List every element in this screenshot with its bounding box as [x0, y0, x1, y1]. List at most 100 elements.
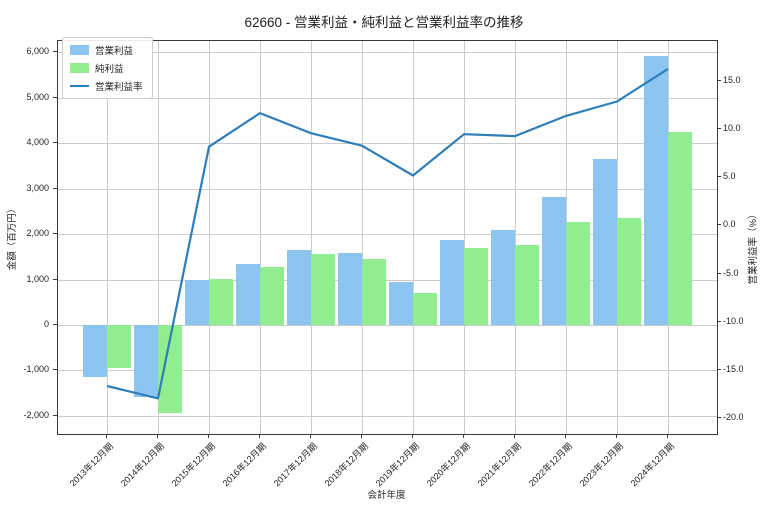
left-tick — [53, 414, 57, 416]
right-tick-label: -15.0 — [723, 363, 744, 374]
operating-profit-bar — [185, 279, 209, 325]
legend-label-net-profit: 純利益 — [95, 64, 124, 75]
legend-label-operating-profit: 営業利益 — [95, 46, 134, 57]
operating-profit-swatch — [70, 45, 89, 55]
left-tick-label: 3,000 — [26, 182, 49, 193]
bottom-tick — [616, 434, 617, 438]
left-tick — [53, 233, 57, 235]
operating-profit-bar — [134, 324, 158, 397]
right-tick — [717, 272, 721, 274]
left-tick-label: 6,000 — [26, 46, 49, 57]
right-tick-label: 5.0 — [723, 171, 736, 182]
net-profit-bar — [209, 278, 233, 325]
h-gridline — [58, 324, 717, 326]
right-tick — [717, 320, 721, 322]
bottom-tick — [361, 434, 362, 438]
v-gridline — [311, 41, 312, 434]
legend-item-profit-margin: 営業利益率 — [70, 79, 143, 93]
h-gridline — [58, 143, 717, 145]
right-tick — [717, 368, 721, 370]
h-gridline — [58, 415, 717, 417]
net-profit-bar — [668, 132, 692, 325]
right-tick — [717, 176, 721, 178]
h-gridline — [58, 234, 717, 236]
v-gridline — [413, 41, 414, 434]
operating-profit-bar — [440, 239, 464, 325]
right-tick-label: -20.0 — [723, 411, 744, 422]
net-profit-bar — [617, 217, 641, 325]
profit-margin-polyline — [106, 67, 669, 400]
left-tick — [53, 142, 57, 144]
left-axis-label: 金額（百万円） — [7, 203, 18, 271]
profit-margin-line-swatch — [70, 81, 89, 91]
net-profit-bar — [362, 258, 386, 325]
left-tick — [53, 187, 57, 189]
net-profit-bar — [464, 248, 488, 325]
bottom-tick — [208, 434, 209, 438]
net-profit-swatch — [70, 63, 89, 73]
x-axis-label: 会計年度 — [367, 490, 406, 501]
left-tick-label: 2,000 — [26, 228, 49, 239]
h-gridline — [58, 97, 717, 99]
right-tick — [717, 80, 721, 82]
plot-area — [57, 40, 718, 435]
x-tick-label: 2024年12月期 — [628, 441, 677, 489]
net-profit-bar — [515, 245, 539, 325]
left-tick — [53, 278, 57, 280]
right-tick-label: 10.0 — [723, 123, 741, 134]
net-profit-bar — [107, 324, 131, 369]
net-profit-bar — [260, 267, 284, 325]
left-tick-label: -1,000 — [23, 364, 49, 375]
left-tick-label: -2,000 — [23, 409, 49, 420]
v-gridline — [107, 41, 108, 434]
left-tick-label: 5,000 — [26, 91, 49, 102]
operating-profit-bar — [542, 197, 566, 325]
left-tick-label: 1,000 — [26, 273, 49, 284]
operating-profit-bar — [83, 324, 107, 378]
left-tick-label: 4,000 — [26, 137, 49, 148]
v-gridline — [158, 41, 159, 434]
net-profit-bar — [566, 221, 590, 325]
left-tick — [53, 369, 57, 371]
v-gridline — [209, 41, 210, 434]
bottom-tick — [106, 434, 107, 438]
h-gridline — [58, 188, 717, 190]
left-tick — [53, 323, 57, 325]
right-axis-label: 営業利益率（%） — [748, 209, 759, 285]
h-gridline — [58, 279, 717, 281]
bottom-tick — [463, 434, 464, 438]
v-gridline — [260, 41, 261, 434]
h-gridline — [58, 370, 717, 372]
right-tick-label: 0.0 — [723, 219, 736, 230]
left-tick-label: 0 — [43, 318, 49, 329]
bars-layer — [58, 41, 717, 434]
legend-item-net-profit: 純利益 — [70, 61, 143, 75]
right-tick — [717, 416, 721, 418]
operating-profit-bar — [287, 249, 311, 325]
right-tick-label: -5.0 — [723, 267, 739, 278]
operating-profit-bar — [389, 282, 413, 325]
chart-title: 62660 - 営業利益・純利益と営業利益率の推移 — [244, 15, 524, 30]
bottom-tick — [157, 434, 158, 438]
net-profit-bar — [311, 253, 335, 325]
bottom-tick — [259, 434, 260, 438]
left-tick — [53, 96, 57, 98]
operating-profit-bar — [236, 264, 260, 325]
bottom-tick — [565, 434, 566, 438]
v-gridline — [464, 41, 465, 434]
bottom-tick — [310, 434, 311, 438]
right-tick — [717, 128, 721, 130]
v-gridline — [362, 41, 363, 434]
left-tick — [53, 51, 57, 53]
bottom-tick — [514, 434, 515, 438]
legend-item-operating-profit: 営業利益 — [70, 43, 143, 57]
legend-label-profit-margin: 営業利益率 — [95, 82, 143, 93]
v-gridline — [515, 41, 516, 434]
operating-profit-bar — [644, 55, 668, 325]
legend: 営業利益 純利益 営業利益率 — [62, 37, 153, 99]
right-tick-label: -10.0 — [723, 315, 744, 326]
operating-profit-bar — [338, 252, 362, 325]
operating-profit-bar — [491, 230, 515, 325]
